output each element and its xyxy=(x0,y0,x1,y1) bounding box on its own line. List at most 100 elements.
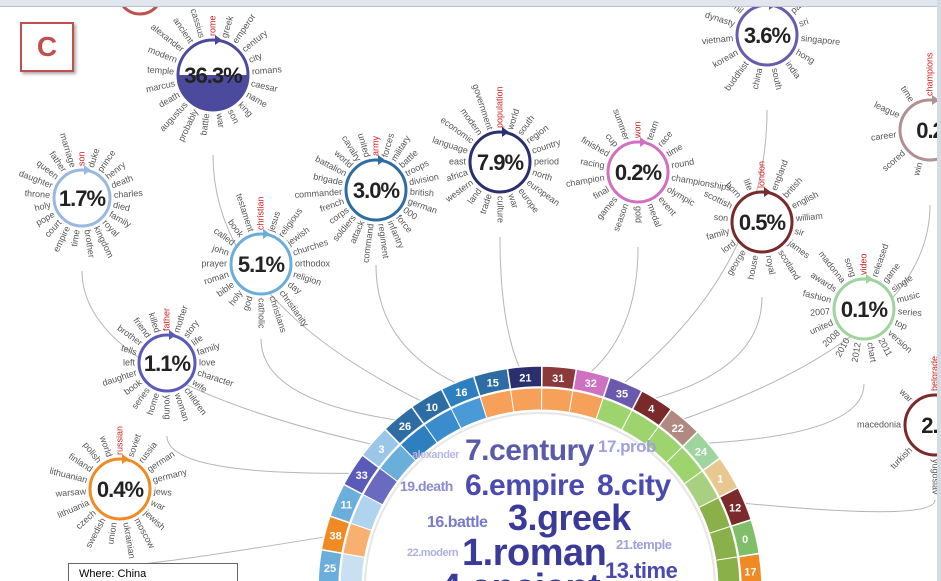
topic-arrow xyxy=(932,95,939,105)
topic[interactable]: father motherstorylifefamilylovecharacter… xyxy=(101,304,235,422)
topic-word: east xyxy=(449,156,467,166)
cloud-word: 4.ancient xyxy=(440,567,601,581)
topic-word: culture xyxy=(496,196,506,223)
cloud-word: 17.prob xyxy=(598,437,656,456)
cloud-word: alexander xyxy=(412,449,460,461)
topic-word: singapore xyxy=(800,33,840,47)
topic-word: time xyxy=(665,142,685,159)
topic-word: left xyxy=(123,357,136,367)
topic-arrow xyxy=(866,274,873,284)
topic-word: william xyxy=(794,211,823,224)
topic-circle[interactable] xyxy=(229,232,293,296)
topic-word: holy xyxy=(33,200,52,214)
topic-word: war xyxy=(214,112,226,129)
topic[interactable]: rome greekemperorcenturycityromanscaesarn… xyxy=(145,7,283,143)
topic-share: 0.2% xyxy=(615,160,662,185)
topic[interactable]: won teamracetimeroundchampionshipsolympic… xyxy=(565,108,732,233)
topic-word: son xyxy=(713,212,728,223)
topic-circle[interactable] xyxy=(898,98,941,162)
topic-circle[interactable] xyxy=(52,168,112,228)
topic-word: champions xyxy=(924,52,934,96)
link-line xyxy=(166,435,350,474)
topic[interactable]: son dukeprincehenrydeathcharlesdiedfamily… xyxy=(18,132,144,260)
topic-word: medal xyxy=(646,202,664,228)
cloud-word: 21.temple xyxy=(616,537,672,552)
topic-word: dynasty xyxy=(704,10,737,29)
topic-word: charles xyxy=(113,188,143,200)
topic-word: orthodox xyxy=(295,258,331,268)
topic-word: turkish xyxy=(888,445,914,471)
topic-word: temple xyxy=(147,64,175,76)
ring-segment-label: 4 xyxy=(648,404,655,416)
topic-word: population xyxy=(494,86,504,128)
topic[interactable]: population worldsouthregioncountryperiodn… xyxy=(431,83,562,223)
topic-word: 2012 xyxy=(850,342,863,363)
link-line xyxy=(708,383,865,444)
topic-word: india xyxy=(783,59,802,80)
ring-segment-label: 12 xyxy=(729,503,741,515)
ring-segment-label: 10 xyxy=(426,402,438,414)
topic[interactable]: video releasedgamesinglemusicseriestopver… xyxy=(802,242,923,363)
topic-word: time xyxy=(899,84,917,104)
topic-circle[interactable] xyxy=(137,333,197,393)
cloud-word: 3.greek xyxy=(508,497,632,538)
ring-segment-label: 21 xyxy=(519,373,531,385)
topic-word: london xyxy=(756,161,766,188)
topic-word: god xyxy=(240,295,254,312)
topic-share: 36.3% xyxy=(184,63,242,88)
topic-circle[interactable] xyxy=(344,158,408,222)
topic-word: series xyxy=(898,306,923,318)
topic-word: family xyxy=(705,226,731,242)
topic-word: 2007 xyxy=(810,306,831,318)
topic-word: time xyxy=(69,229,81,247)
topic-word: music xyxy=(896,289,922,305)
ring-segment-label: 11 xyxy=(340,499,352,511)
topic-word: brother xyxy=(82,229,96,259)
topic-circle[interactable] xyxy=(730,190,794,254)
topic-share: 0.4% xyxy=(97,477,144,502)
ring-segment-label: 33 xyxy=(356,470,368,482)
topic[interactable]: russian sovietrussiagermangermanyjewswarj… xyxy=(49,426,189,559)
topic-word: father xyxy=(161,308,171,331)
topic-circle[interactable] xyxy=(903,393,941,457)
topic[interactable]: london englandbritishenglishwilliamsirjam… xyxy=(702,158,823,281)
topic-word: british xyxy=(410,187,435,199)
topic-circle[interactable] xyxy=(88,457,152,521)
topic-word: prayer xyxy=(201,258,227,268)
ring-segment-label: 31 xyxy=(552,373,564,385)
topic-word: champion xyxy=(565,172,605,189)
topic-arrow xyxy=(84,165,91,175)
ring-segment-label: 26 xyxy=(399,421,411,433)
link-line xyxy=(499,236,520,368)
topic-word: throne xyxy=(24,188,50,200)
ring-segment-label: 3 xyxy=(378,444,384,456)
topic-word: gold xyxy=(634,206,644,223)
topic-share: 5.1% xyxy=(238,252,285,277)
topic[interactable]: belgradeserbiaempiresloveniayugoslavturk… xyxy=(857,356,941,495)
ring-inner-segment xyxy=(541,387,574,413)
topic-share: 0.5% xyxy=(739,210,786,235)
topic[interactable]: championsunitedgoalsteamscoachnationalwi… xyxy=(870,52,941,194)
topic-word: commander xyxy=(294,187,342,200)
ring-inner-edge xyxy=(364,412,716,581)
topic-word: south xyxy=(770,67,784,91)
topic-arrow xyxy=(263,229,270,239)
topic[interactable]: asiankoreapakistansrisingaporehongindias… xyxy=(701,0,841,93)
topic-word: ukrainian xyxy=(121,522,137,560)
topic-share: 0.2 xyxy=(916,118,941,143)
ring-segment-label: 25 xyxy=(324,563,336,575)
topic-arrow xyxy=(640,137,647,147)
cloud-word: 22.modern xyxy=(407,547,459,559)
topic-word: regiment xyxy=(376,223,391,260)
link-line xyxy=(375,264,456,384)
topic-circle[interactable] xyxy=(832,277,896,341)
topic-word: tells xyxy=(120,343,139,358)
topic-circle[interactable] xyxy=(468,130,532,194)
cloud-word: 8.city xyxy=(597,469,672,502)
topic-word: russian xyxy=(114,426,124,455)
topic-circle[interactable] xyxy=(606,140,670,204)
topic[interactable]: christian jesusreligiousjewishchurchesort… xyxy=(201,192,330,334)
ring-inner-segment xyxy=(715,556,741,581)
topic-share: 7.9% xyxy=(477,150,524,175)
